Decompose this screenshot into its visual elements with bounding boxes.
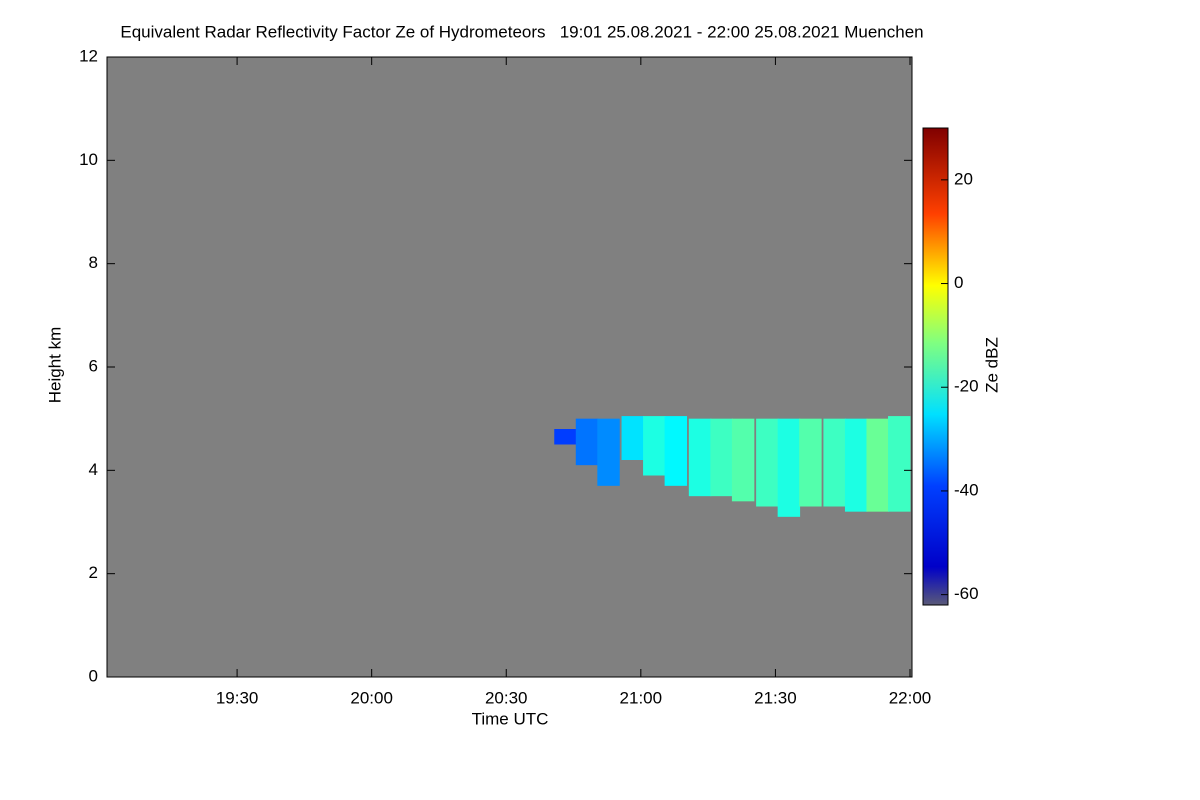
- x-tick-label: 20:30: [485, 688, 528, 707]
- echo-cell: [621, 416, 644, 460]
- echo-cell: [575, 418, 599, 466]
- echo-cell: [664, 416, 688, 486]
- echo-cell: [799, 418, 822, 507]
- y-tick-label: 2: [89, 563, 98, 582]
- echo-cell: [597, 418, 620, 486]
- echo-cell: [731, 418, 755, 502]
- colorbar-tick-label: 20: [954, 169, 973, 188]
- x-tick-label: 21:30: [754, 688, 797, 707]
- colorbar: [922, 127, 949, 606]
- colorbar-tick-label: -40: [954, 480, 979, 499]
- colorbar-label: Ze dBZ: [982, 337, 1001, 393]
- y-tick-label: 0: [89, 666, 98, 685]
- echo-cell: [866, 418, 889, 512]
- x-axis-label: Time UTC: [472, 709, 549, 728]
- y-axis-label: Height km: [45, 327, 64, 404]
- y-tick-label: 8: [89, 253, 98, 272]
- colorbar-tick-label: 0: [954, 273, 963, 292]
- echo-cell: [688, 418, 712, 497]
- echo-cell: [888, 416, 911, 512]
- x-tick-label: 22:00: [889, 688, 932, 707]
- echo-cell: [777, 418, 801, 517]
- y-tick-label: 12: [79, 46, 98, 65]
- y-tick-label: 4: [89, 460, 98, 479]
- x-tick-label: 21:00: [620, 688, 663, 707]
- y-tick-label: 10: [79, 150, 98, 169]
- colorbar-tick-label: -60: [954, 584, 979, 603]
- echo-cell: [643, 416, 666, 476]
- plot-area: [107, 57, 912, 677]
- x-tick-label: 19:30: [216, 688, 259, 707]
- echo-cell: [844, 418, 868, 512]
- y-tick-label: 6: [89, 356, 98, 375]
- echo-cell: [823, 418, 846, 507]
- echo-cell: [554, 429, 577, 445]
- chart-title: Equivalent Radar Reflectivity Factor Ze …: [120, 22, 923, 41]
- x-tick-label: 20:00: [350, 688, 393, 707]
- colorbar-tick-label: -20: [954, 377, 979, 396]
- echo-cell: [756, 418, 779, 507]
- echo-cell: [710, 418, 733, 497]
